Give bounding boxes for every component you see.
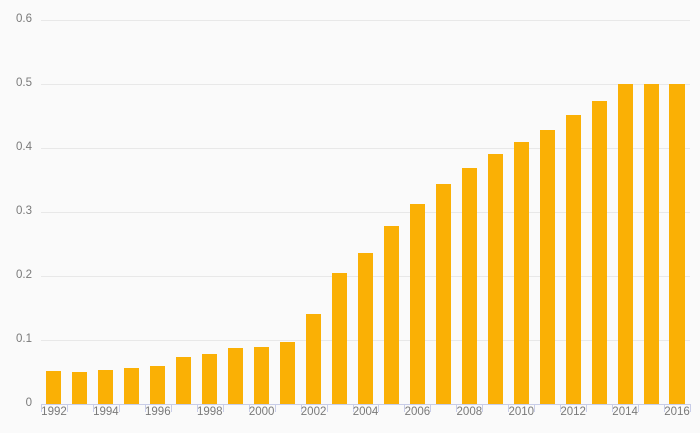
gridline [41, 148, 690, 149]
y-axis-tick-label: 0.5 [16, 77, 32, 89]
x-axis-tick [664, 404, 666, 412]
bar[interactable] [669, 84, 685, 404]
x-axis-tick-label: 1992 [41, 406, 67, 418]
gridline [41, 84, 690, 85]
bar[interactable] [383, 226, 399, 404]
x-axis-tick-label: 2012 [560, 406, 586, 418]
x-axis-tick [196, 404, 198, 412]
bar[interactable] [254, 347, 270, 404]
bar[interactable] [176, 357, 192, 404]
x-axis-tick [638, 404, 640, 412]
bar[interactable] [124, 368, 140, 404]
x-axis-tick [144, 404, 146, 412]
x-axis-tick [378, 404, 380, 412]
x-axis-tick [300, 404, 302, 412]
x-axis-tick-label: 1998 [196, 406, 223, 418]
x-axis-tick-label: 2006 [404, 406, 431, 418]
bar[interactable] [435, 184, 451, 404]
bar[interactable] [46, 371, 62, 404]
x-axis-tick [92, 404, 94, 412]
x-axis-tick-label: 2014 [612, 406, 638, 418]
x-axis-tick [482, 404, 484, 412]
gridline [41, 20, 690, 21]
y-axis-tick-label: 0.1 [16, 333, 32, 345]
bar[interactable] [306, 313, 322, 404]
x-axis-tick [222, 404, 224, 412]
bar[interactable] [357, 252, 374, 404]
x-axis-tick [508, 404, 510, 412]
bar[interactable] [332, 272, 348, 404]
x-axis-tick-label: 1996 [145, 406, 171, 418]
bar[interactable] [98, 370, 114, 404]
bar[interactable] [280, 341, 296, 404]
bar[interactable] [617, 84, 633, 404]
y-axis-tick-label: 0.2 [16, 269, 32, 281]
bar[interactable] [228, 348, 244, 404]
bar[interactable] [565, 115, 581, 404]
x-axis-tick [456, 404, 458, 412]
x-axis-tick [690, 404, 691, 412]
bar[interactable] [643, 84, 659, 404]
x-axis-tick [534, 404, 536, 412]
bar[interactable] [539, 130, 555, 404]
y-axis-tick-label: 0 [25, 397, 32, 409]
x-axis-tick-label: 2000 [248, 406, 275, 418]
bar[interactable] [591, 101, 607, 404]
y-axis-tick-label: 0.6 [16, 13, 32, 25]
bar[interactable] [513, 141, 529, 404]
bar[interactable] [409, 204, 425, 404]
y-axis-tick-label: 0.4 [16, 141, 32, 153]
x-axis-tick-label: 2004 [352, 406, 379, 418]
x-axis-tick [118, 404, 120, 412]
x-axis-tick [274, 404, 276, 412]
x-axis-tick [404, 404, 406, 412]
bar[interactable] [461, 168, 477, 404]
x-axis-tick [248, 404, 250, 412]
x-axis-tick-label: 2002 [300, 406, 327, 418]
x-axis-tick [66, 404, 68, 412]
bar[interactable] [202, 354, 218, 404]
x-axis-tick-label: 1994 [93, 406, 119, 418]
x-axis-tick [430, 404, 432, 412]
x-axis-tick-label: 2008 [456, 406, 483, 418]
bar[interactable] [487, 154, 503, 404]
bar[interactable] [72, 372, 88, 404]
x-axis-tick [352, 404, 354, 412]
y-axis-tick-label: 0.3 [16, 205, 32, 217]
x-axis-tick [586, 404, 588, 412]
x-axis-tick [170, 404, 172, 412]
x-axis-tick-label: 2016 [664, 406, 690, 418]
gridline [41, 212, 690, 213]
x-axis-line [41, 404, 690, 405]
x-axis-tick-label: 2010 [508, 406, 535, 418]
x-axis-tick [612, 404, 614, 412]
x-axis-tick [326, 404, 328, 412]
x-axis-tick [560, 404, 562, 412]
x-axis-tick [41, 404, 42, 412]
bar[interactable] [150, 365, 166, 404]
